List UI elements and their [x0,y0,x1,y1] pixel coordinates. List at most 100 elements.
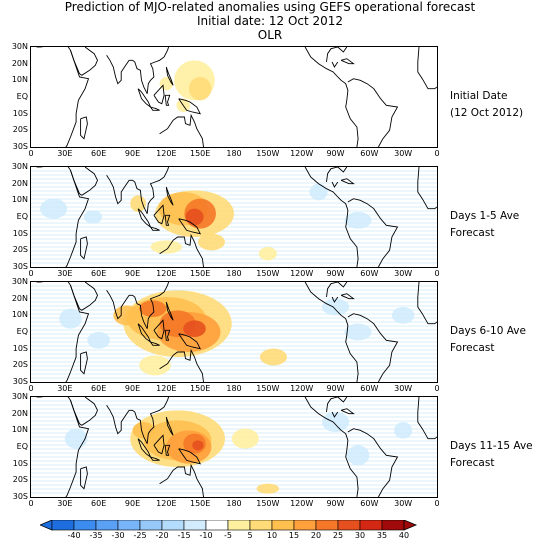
anomaly-region [130,195,147,212]
lat-label: 10S [12,343,28,353]
coastline [417,167,437,210]
lat-label: 20N [11,178,28,188]
lat-label: 10S [12,108,28,118]
anomaly-region [197,233,225,251]
lat-label: EQ [16,442,28,451]
lon-label: 60W [360,149,379,158]
lat-label: EQ [16,92,28,101]
coastline [165,416,174,436]
lon-label: 120E [156,384,177,393]
lat-label: 20N [11,293,28,303]
coastline [150,456,160,461]
lon-label: 150W [256,269,280,278]
lat-label: 30S [12,492,28,501]
anomaly-region [139,300,167,317]
colorbar-label: 10 [266,531,278,540]
colorbar-label: -30 [111,531,125,540]
lat-label: 20S [12,475,28,485]
anomaly-region [188,77,212,101]
lon-label: 90W [326,149,345,158]
lon-label: 30W [394,149,413,158]
colorbar-swatch [293,519,317,531]
panel-label-line2: Forecast [450,342,495,354]
coastline [178,448,202,465]
anomaly-region [59,308,82,329]
colorbar-swatch [227,519,251,531]
colorbar-swatch [95,519,119,531]
lon-label: 90E [124,149,141,158]
anomaly-region [231,428,259,449]
lon-label: 120E [156,499,177,508]
colorbar-swatch [249,519,273,531]
colorbar-swatch [337,519,361,531]
colorbar-label: 40 [398,531,410,540]
lon-label: 120E [156,149,177,158]
coastline [80,466,88,490]
coastline [80,351,88,375]
coastline [165,186,174,206]
lat-label: 10N [11,75,28,85]
colorbar-label: -25 [133,531,147,540]
coastline [159,113,204,147]
lon-label: 120W [290,149,314,158]
lon-label: 0 [434,499,440,508]
coastline [164,329,171,341]
coastline [340,293,355,300]
colorbar-swatch [139,519,163,531]
map-svg [36,47,437,147]
title-line-1: Prediction of MJO-related anomalies usin… [64,0,476,14]
coastline [150,106,160,111]
colorbar-label: 15 [288,531,300,540]
lon-label: 120W [290,499,314,508]
coastline [106,55,148,94]
anomaly-region [344,212,372,229]
coastline [340,178,355,185]
coastline [304,167,359,267]
lat-label: 30N [11,277,28,286]
lon-label: 30W [394,269,413,278]
lon-label: 90W [326,384,345,393]
panel-label-line2: (12 Oct 2012) [450,107,524,119]
anomaly-region [87,332,110,349]
lat-label: EQ [16,212,28,221]
coastline [326,47,348,63]
lon-label: 60E [91,149,107,158]
map-panel-3 [30,281,438,383]
anomaly-region [84,210,103,224]
colorbar-swatch [51,519,75,531]
coastline [70,167,98,196]
anomaly-region [192,440,204,451]
anomaly-region [64,428,88,449]
panel-label-1: Initial Date (12 Oct 2012) [450,88,523,122]
coastline [153,319,165,340]
lon-label: 0 [28,384,34,393]
coastline [178,333,202,350]
lon-label: 180 [226,149,242,158]
lat-label: 10N [11,310,28,320]
coastline [80,236,88,260]
anomaly-region [259,348,288,366]
coastline [40,282,90,382]
coastline [331,411,339,418]
coastline [153,434,165,455]
lat-label: 20N [11,58,28,68]
panel-label-line1: Initial Date [450,90,508,102]
lon-label: 180 [226,384,242,393]
lon-label: 120E [156,269,177,278]
map-svg [31,397,437,497]
title-line-2: Initial date: 12 Oct 2012 [196,14,344,28]
coastline [106,175,148,214]
lon-label: 90W [326,269,345,278]
colorbar-swatch [381,519,405,531]
lon-label: 150W [256,149,280,158]
lon-label: 60W [360,384,379,393]
coastline [326,167,348,183]
lon-label: 150E [189,499,211,508]
colorbar-swatch [117,519,141,531]
coastline [70,47,98,76]
anomaly-region [183,320,206,337]
coastline [326,282,348,298]
coastline [417,282,437,325]
anomaly-region [150,240,183,254]
coastline [146,167,170,214]
